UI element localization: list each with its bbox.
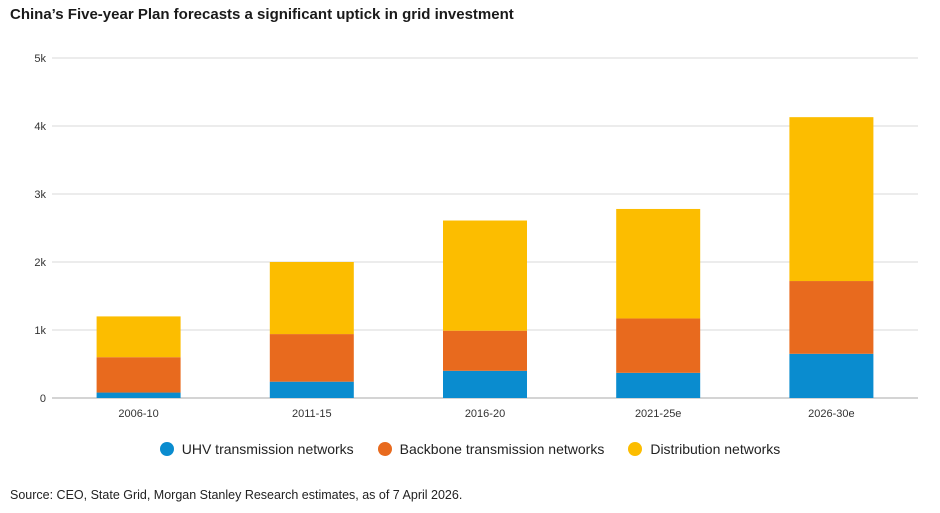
- bar-segment-backbone-2026-30e: [789, 281, 874, 354]
- bar-segment-uhv-2006-10: [96, 392, 181, 398]
- bar-segment-distribution-2011-15: [269, 262, 354, 335]
- y-tick-label: 3k: [34, 189, 46, 201]
- legend: UHV transmission networks Backbone trans…: [0, 441, 940, 457]
- legend-swatch-distribution: [628, 442, 643, 456]
- x-tick-label: 2011-15: [292, 408, 332, 420]
- legend-label-distribution: Distribution networks: [650, 441, 781, 457]
- y-tick-label: 0: [40, 393, 46, 405]
- bar-segment-backbone-2011-15: [269, 334, 354, 382]
- bar-segment-uhv-2021-25e: [616, 372, 701, 398]
- bar-segment-backbone-2006-10: [96, 357, 181, 393]
- legend-item-uhv: UHV transmission networks: [159, 441, 354, 457]
- x-tick-label: 2021-25e: [635, 408, 682, 420]
- y-tick-label: 5k: [34, 53, 46, 65]
- legend-item-distribution: Distribution networks: [628, 441, 780, 457]
- legend-swatch-backbone: [377, 442, 392, 456]
- legend-swatch-uhv: [159, 442, 174, 456]
- y-tick-label: 4k: [34, 121, 46, 133]
- bar-segment-uhv-2016-20: [443, 370, 527, 398]
- bar-segment-distribution-2006-10: [96, 316, 181, 358]
- x-tick-label: 2016-20: [465, 408, 505, 420]
- bar-segment-uhv-2026-30e: [789, 353, 874, 398]
- y-tick-label: 2k: [34, 257, 46, 269]
- y-tick-label: 1k: [34, 325, 46, 337]
- bar-segment-backbone-2016-20: [443, 330, 527, 371]
- bar-segment-distribution-2021-25e: [616, 208, 701, 319]
- y-axis-ticks: 0 1k 2k 3k 4k 5k: [34, 53, 46, 405]
- bar-segment-distribution-2026-30e: [789, 117, 874, 282]
- bars: [96, 117, 874, 398]
- source-note: Source: CEO, State Grid, Morgan Stanley …: [10, 488, 463, 502]
- legend-item-backbone: Backbone transmission networks: [377, 441, 605, 457]
- bar-segment-distribution-2016-20: [443, 220, 527, 331]
- bar-segment-backbone-2021-25e: [616, 318, 701, 373]
- x-tick-label: 2006-10: [118, 408, 158, 420]
- x-axis-ticks: 2006-10 2011-15 2016-20 2021-25e 2026-30e: [118, 408, 854, 420]
- legend-label-uhv: UHV transmission networks: [181, 441, 354, 457]
- bar-segment-uhv-2011-15: [269, 381, 354, 398]
- chart-title: China’s Five-year Plan forecasts a signi…: [10, 6, 514, 23]
- legend-label-backbone: Backbone transmission networks: [399, 441, 605, 457]
- stacked-bar-chart: 0 1k 2k 3k 4k 5k 2006-10 2011-15 2016-20 2021-25…: [34, 53, 918, 420]
- x-tick-label: 2026-30e: [808, 408, 855, 420]
